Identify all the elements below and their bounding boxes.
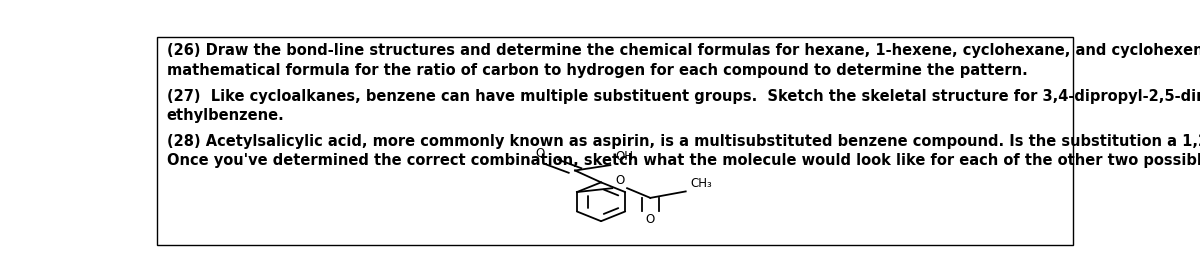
Text: O: O xyxy=(616,174,624,187)
Text: (28) Acetylsalicylic acid, more commonly known as aspirin, is a multisubstituted: (28) Acetylsalicylic acid, more commonly… xyxy=(167,134,1200,149)
Text: O: O xyxy=(535,147,545,160)
Text: mathematical formula for the ratio of carbon to hydrogen for each compound to de: mathematical formula for the ratio of ca… xyxy=(167,63,1027,78)
Text: O: O xyxy=(646,213,655,227)
Text: ethylbenzene.: ethylbenzene. xyxy=(167,108,284,123)
Text: CH₃: CH₃ xyxy=(690,177,712,190)
Text: (26) Draw the bond-line structures and determine the chemical formulas for hexan: (26) Draw the bond-line structures and d… xyxy=(167,43,1200,58)
Text: Once you've determined the correct combination, sketch what the molecule would l: Once you've determined the correct combi… xyxy=(167,153,1200,168)
Text: (27)  Like cycloalkanes, benzene can have multiple substituent groups.  Sketch t: (27) Like cycloalkanes, benzene can have… xyxy=(167,88,1200,104)
Text: OH: OH xyxy=(616,150,634,164)
